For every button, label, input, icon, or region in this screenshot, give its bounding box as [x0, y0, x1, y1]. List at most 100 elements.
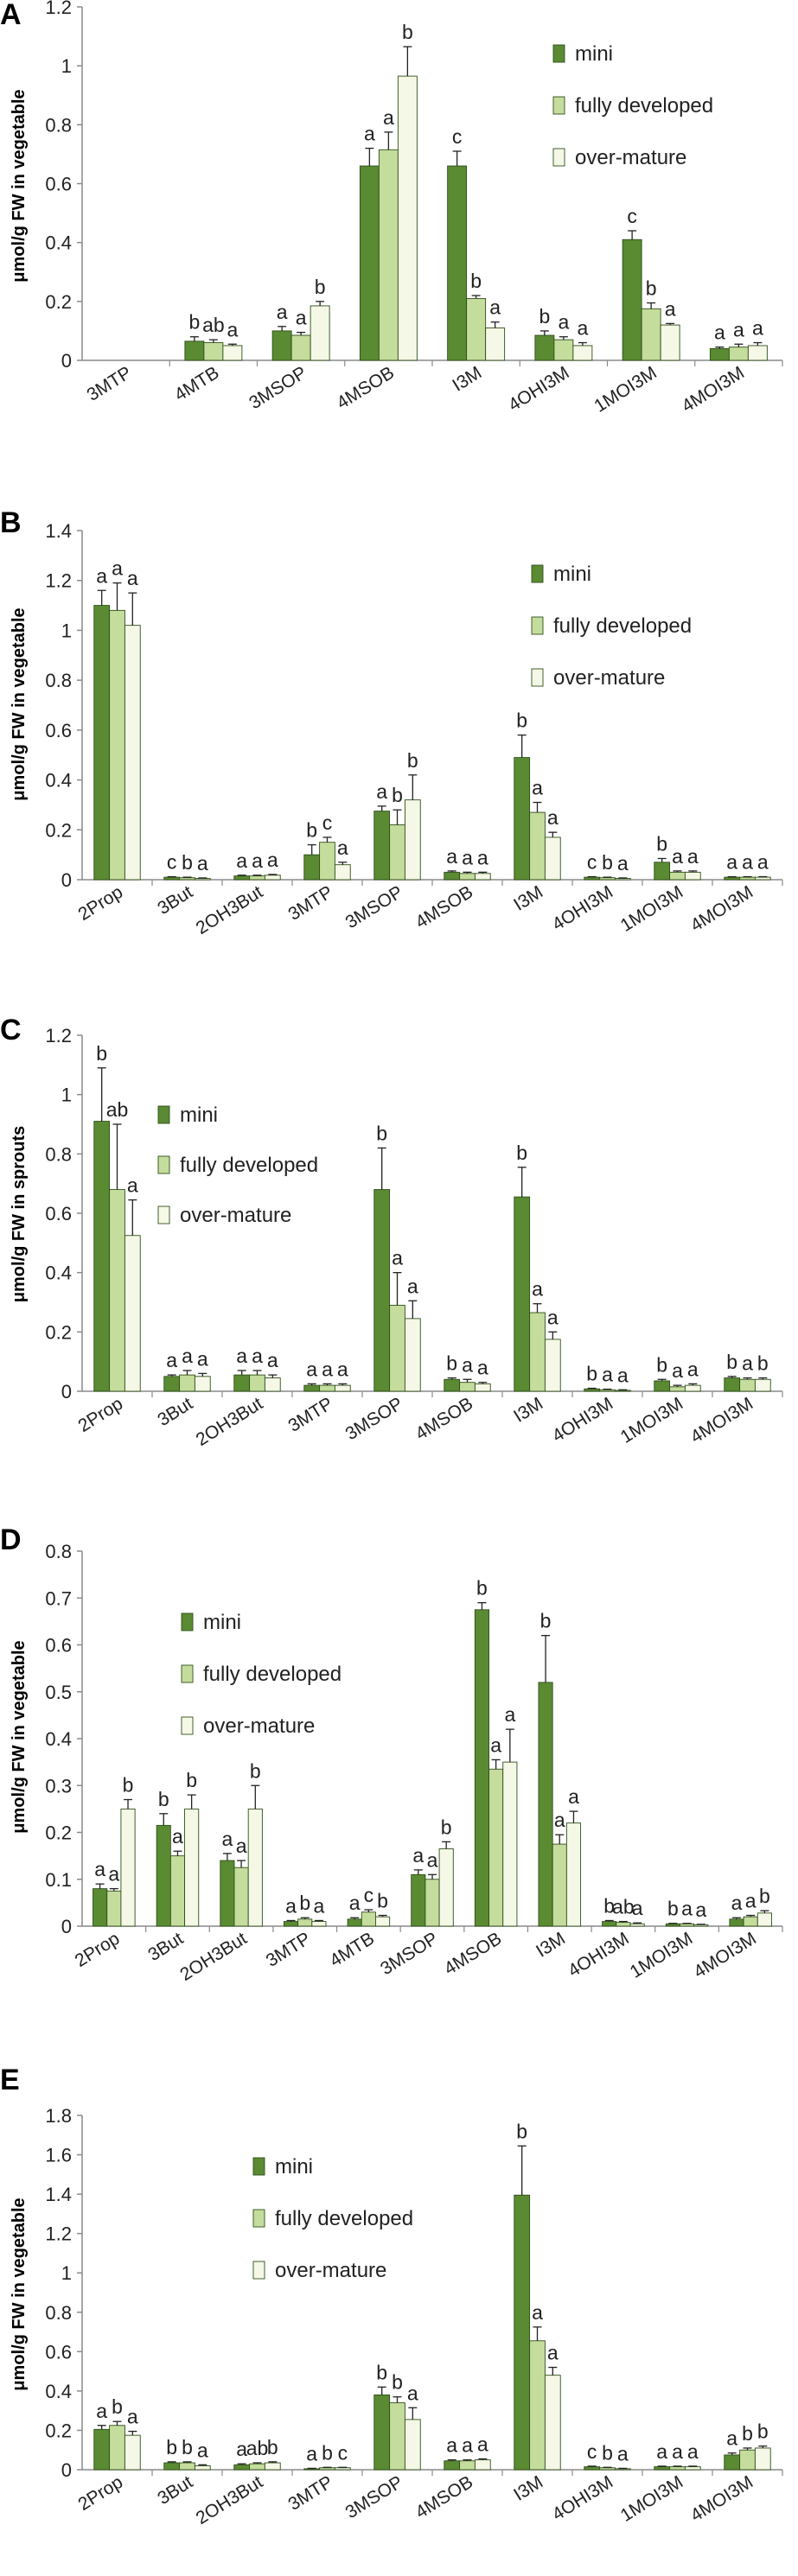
significance-letter: a: [742, 1352, 753, 1375]
bar-over-mature: [684, 871, 701, 881]
y-tick-label: 0: [61, 350, 72, 372]
bar-mini: [444, 2460, 461, 2471]
significance-letter: c: [587, 851, 597, 874]
bar-fully-developed: [728, 347, 749, 361]
significance-letter: a: [277, 301, 288, 323]
significance-letter: a: [337, 836, 348, 859]
bar-fully-developed: [739, 1378, 756, 1392]
significance-letter: a: [462, 2434, 473, 2457]
significance-letter: a: [568, 1785, 579, 1808]
significance-letter: a: [742, 851, 753, 874]
bar-over-mature: [375, 1916, 391, 1927]
y-tick-label: 0.4: [45, 232, 72, 254]
significance-letter: a: [672, 845, 683, 868]
y-axis-title: μmol/g FW in vegetable: [10, 1640, 29, 1833]
significance-letter: ab: [202, 314, 225, 336]
bar-mini: [514, 2194, 531, 2471]
significance-letter: a: [446, 2434, 457, 2457]
legend-label: over-mature: [575, 146, 686, 169]
significance-letter: b: [656, 832, 667, 855]
x-tick-label: 3MTP: [284, 2472, 336, 2515]
significance-letter: b: [726, 1351, 737, 1373]
significance-letter: a: [477, 846, 488, 868]
y-tick-label: 1.4: [45, 2184, 72, 2205]
x-tick-label: 4MOI3M: [687, 882, 757, 936]
bar-fully-developed: [466, 297, 487, 361]
bar-mini: [283, 1921, 299, 1927]
significance-letter: b: [603, 1894, 615, 1917]
significance-letter: a: [267, 1349, 278, 1371]
y-tick-label: 0.6: [45, 174, 72, 195]
bar-over-mature: [438, 1848, 454, 1927]
significance-letter: b: [407, 749, 418, 772]
bar-fully-developed: [459, 1382, 476, 1392]
y-tick-label: 0.2: [45, 1321, 72, 1343]
significance-letter: a: [197, 2439, 208, 2461]
significance-letter: a: [672, 2440, 683, 2463]
significance-letter: c: [452, 125, 463, 148]
bar-mini: [709, 347, 730, 361]
x-tick-label: 3But: [154, 1394, 196, 1430]
y-axis-title: μmol/g FW in vegetable: [10, 607, 29, 800]
bar-over-mature: [184, 1808, 200, 1927]
x-tick-label: 3MTP: [284, 1394, 336, 1436]
bar-over-mature: [565, 1822, 582, 1927]
significance-letter: b: [166, 2436, 177, 2458]
x-tick-label: 2Prop: [74, 2472, 126, 2515]
legend-label: fully developed: [553, 614, 692, 638]
bar-mini: [654, 862, 671, 881]
y-tick-label: 0.6: [45, 1635, 72, 1657]
bar-fully-developed: [109, 2425, 125, 2471]
significance-letter: a: [489, 296, 501, 319]
panel-letter: C: [0, 1014, 22, 1046]
bar-mini: [373, 2394, 391, 2471]
significance-letter: a: [322, 1358, 333, 1380]
bar-over-mature: [614, 1390, 631, 1392]
bar-fully-developed: [319, 842, 335, 881]
significance-letter: b: [188, 311, 200, 334]
significance-letter: a: [681, 1898, 693, 1920]
significance-letter: ab: [612, 1896, 635, 1918]
significance-letter: a: [127, 2406, 138, 2428]
bar-fully-developed: [488, 1768, 504, 1927]
x-tick-label: 4OHI3M: [565, 1929, 632, 1981]
significance-letter: a: [477, 1357, 488, 1379]
bar-fully-developed: [179, 877, 195, 881]
bar-fully-developed: [743, 1916, 758, 1927]
significance-letter: b: [540, 1610, 552, 1632]
significance-letter: a: [687, 2440, 699, 2463]
bar-mini: [584, 2466, 601, 2471]
significance-letter: b: [446, 1352, 457, 1375]
legend-swatch-mini: [552, 44, 565, 63]
bar-over-mature: [474, 873, 491, 881]
x-tick-label: 3MSOP: [342, 882, 407, 932]
significance-letter: b: [182, 851, 193, 874]
bar-over-mature: [120, 1808, 136, 1927]
x-tick-label: 4MOI3M: [687, 1394, 757, 1447]
significance-letter: ab: [246, 2437, 269, 2459]
bar-over-mature: [334, 2467, 351, 2471]
bar-over-mature: [474, 1383, 491, 1392]
significance-letter: b: [376, 2361, 387, 2383]
y-tick-label: 0.2: [45, 819, 72, 841]
bar-over-mature: [264, 2462, 281, 2471]
bar-fully-developed: [599, 1389, 616, 1392]
significance-letter: b: [315, 276, 326, 298]
bar-over-mature: [124, 1235, 141, 1392]
significance-letter: a: [197, 852, 208, 875]
significance-letter: b: [392, 784, 403, 806]
bar-mini: [584, 876, 601, 881]
x-tick-label: 3MSOP: [377, 1929, 442, 1979]
x-tick-label: 4MOI3M: [687, 2472, 757, 2526]
significance-letter: a: [236, 1345, 247, 1367]
bar-fully-developed: [679, 1923, 695, 1927]
significance-letter: b: [646, 277, 657, 300]
significance-letter: b: [182, 2436, 193, 2458]
significance-letter: a: [96, 564, 107, 587]
bar-over-mature: [754, 876, 771, 881]
bar-mini: [163, 1376, 181, 1392]
significance-letter: a: [733, 318, 744, 340]
x-tick-label: 3MTP: [263, 1929, 315, 1971]
significance-letter: a: [617, 852, 629, 875]
legend-label: fully developed: [275, 2207, 413, 2230]
